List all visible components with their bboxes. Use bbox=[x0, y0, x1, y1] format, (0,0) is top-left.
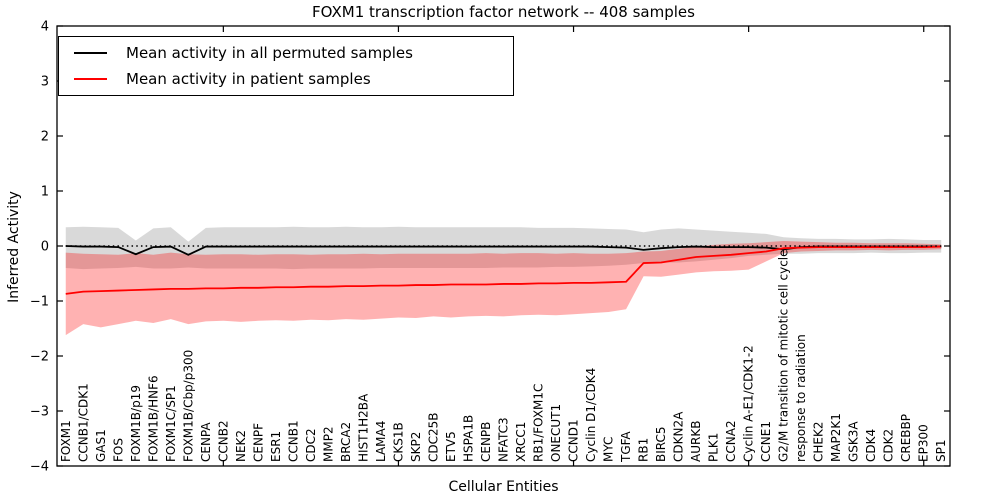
x-category-label: MYC bbox=[602, 437, 616, 462]
x-category-label: ESR1 bbox=[269, 431, 283, 462]
x-category-label: SP1 bbox=[934, 440, 948, 463]
x-category-label: response to radiation bbox=[794, 334, 808, 462]
x-category-label: Cyclin D1/CDK4 bbox=[584, 368, 598, 462]
confidence-bands bbox=[65, 226, 942, 336]
x-category-label: AURKB bbox=[689, 421, 703, 462]
y-tick-label: −1 bbox=[30, 295, 49, 310]
x-category-label: NEK2 bbox=[234, 430, 248, 462]
y-tick-label: −2 bbox=[30, 350, 49, 365]
x-category-label: MAP2K1 bbox=[829, 413, 843, 462]
x-category-label: MMP2 bbox=[321, 426, 335, 462]
x-category-label: LAMA4 bbox=[374, 421, 388, 462]
chart-title: FOXM1 transcription factor network -- 40… bbox=[312, 3, 695, 21]
x-category-label: ONECUT1 bbox=[549, 404, 563, 462]
x-category-label: CCNB1 bbox=[286, 420, 300, 462]
x-category-label: CDK2 bbox=[882, 429, 896, 462]
y-axis-label: Inferred Activity bbox=[6, 191, 22, 303]
x-category-label: EP300 bbox=[917, 424, 931, 462]
x-category-label: HSPA1B bbox=[461, 415, 475, 462]
x-category-label: BRCA2 bbox=[339, 422, 353, 462]
x-category-label: FOXM1 bbox=[59, 420, 73, 462]
x-category-label: CREBBP bbox=[899, 414, 913, 462]
x-category-label: CCND1 bbox=[567, 419, 581, 462]
x-category-label: XRCC1 bbox=[514, 422, 528, 462]
legend-label: Mean activity in patient samples bbox=[126, 69, 371, 88]
x-category-label: HIST1H2BA bbox=[356, 393, 370, 462]
x-category-label: CCNB1/CDK1 bbox=[76, 383, 90, 462]
legend-line-permuted-icon bbox=[74, 52, 107, 55]
x-category-label: CHEK2 bbox=[812, 422, 826, 463]
y-tick-label: 3 bbox=[41, 75, 49, 90]
x-category-label: RB1 bbox=[637, 438, 651, 462]
x-category-label: CENPA bbox=[199, 422, 213, 462]
x-category-label: CCNE1 bbox=[759, 421, 773, 462]
y-tick-label: −3 bbox=[30, 405, 49, 420]
axis-ticks bbox=[57, 25, 950, 467]
y-tick-label: 4 bbox=[41, 20, 49, 35]
y-tick-label: 1 bbox=[41, 185, 49, 200]
x-category-label: GAS1 bbox=[94, 429, 108, 462]
x-category-label: NFATC3 bbox=[497, 417, 511, 462]
permuted-band bbox=[65, 226, 942, 270]
x-category-label: PLK1 bbox=[707, 433, 721, 462]
y-tick-label: −4 bbox=[30, 460, 49, 475]
legend-line-patient-icon bbox=[74, 77, 107, 80]
patient-band bbox=[65, 241, 942, 336]
x-category-label: BIRC5 bbox=[654, 426, 668, 462]
x-category-label: CENPB bbox=[479, 422, 493, 462]
x-category-label: GSK3A bbox=[847, 421, 861, 462]
y-tick-label: 0 bbox=[41, 240, 49, 255]
x-axis-label: Cellular Entities bbox=[448, 479, 559, 495]
legend-entry: Mean activity in patient samples bbox=[59, 70, 513, 88]
x-category-label: Cyclin A-E1/CDK1-2 bbox=[742, 345, 756, 462]
x-category-label: CDC25B bbox=[426, 413, 440, 463]
x-category-label: FOXM1B/HNF6 bbox=[146, 375, 160, 462]
x-category-label: FOXM1B/Cbp/p300 bbox=[181, 350, 195, 462]
x-category-label: CKS1B bbox=[391, 422, 405, 462]
x-category-label: SKP2 bbox=[409, 432, 423, 462]
x-category-labels: FOXM1 CCNB1/CDK1 GAS1 FOS FOXM1B/p19 FOXM1B/H… bbox=[59, 249, 948, 463]
x-category-label: CCNB2 bbox=[216, 420, 230, 462]
patient-mean-line bbox=[65, 245, 942, 295]
y-tick-label: 2 bbox=[41, 130, 49, 145]
x-category-label: FOS bbox=[111, 438, 125, 462]
x-category-label: G2/M transition of mitotic cell cycle bbox=[777, 249, 791, 462]
x-category-label: TGFA bbox=[619, 431, 633, 463]
x-category-label: CDKN2A bbox=[672, 411, 686, 462]
x-category-label: CCNA2 bbox=[724, 420, 738, 462]
x-category-label: RB1/FOXM1C bbox=[532, 384, 546, 462]
x-category-label: CDK4 bbox=[864, 429, 878, 462]
x-category-label: CDC2 bbox=[304, 428, 318, 462]
legend-label: Mean activity in all permuted samples bbox=[126, 44, 413, 63]
legend-entry: Mean activity in all permuted samples bbox=[59, 44, 513, 62]
x-category-label: FOXM1C/SP1 bbox=[164, 385, 178, 462]
x-category-label: ETV5 bbox=[444, 431, 458, 462]
y-tick-labels: 4 3 2 1 0 −1 −2 −3 −4 bbox=[30, 20, 49, 475]
x-category-label: FOXM1B/p19 bbox=[129, 385, 143, 462]
legend: Mean activity in all permuted samples Me… bbox=[58, 36, 514, 96]
x-category-label: CENPF bbox=[251, 423, 265, 462]
